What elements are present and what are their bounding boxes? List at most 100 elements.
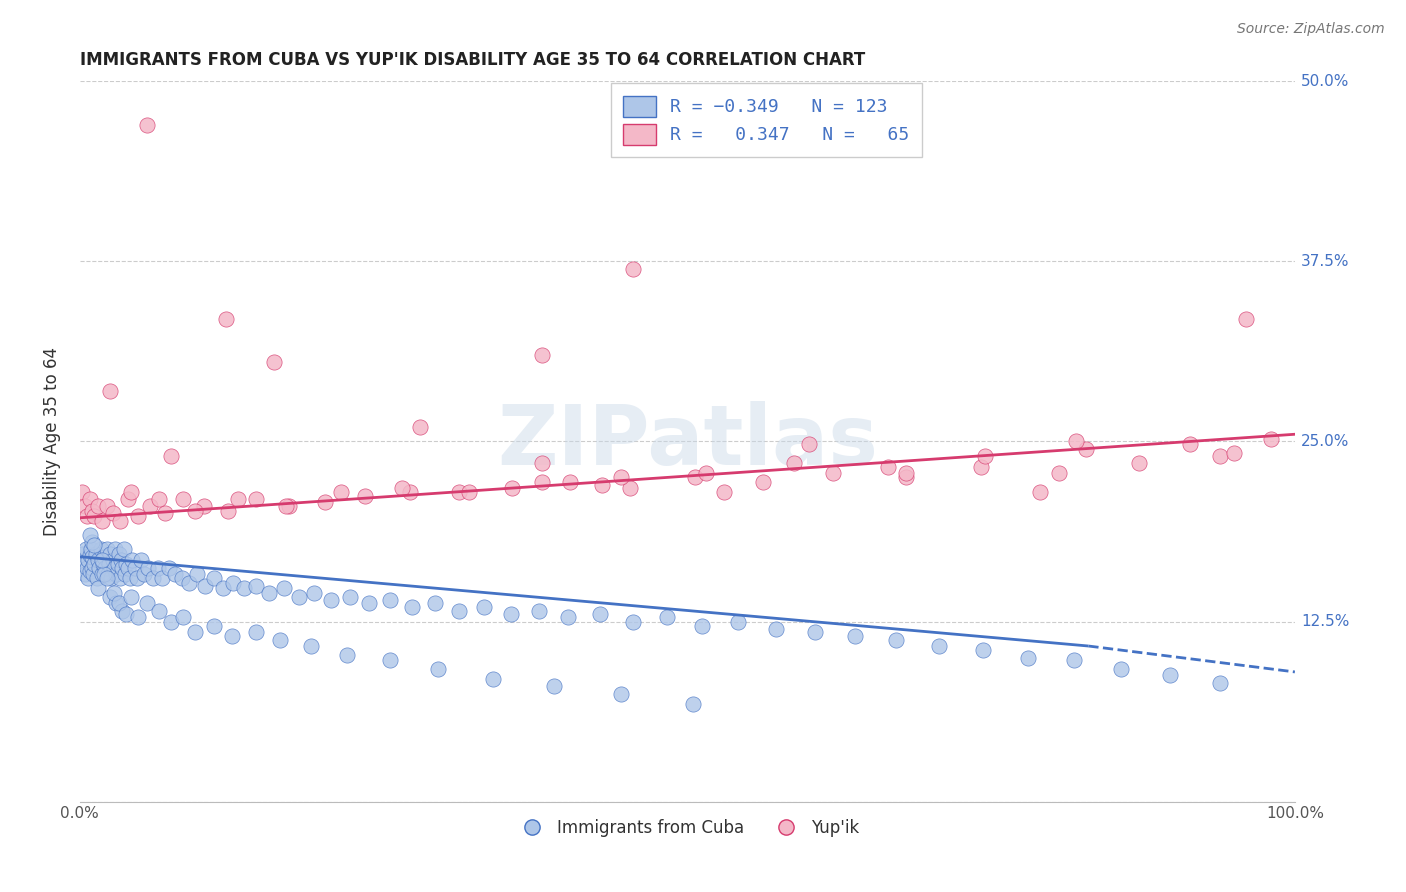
Point [321, 593, 343, 607]
Point [87, 500, 110, 514]
Point [105, 596, 128, 610]
Text: 12.5%: 12.5% [1301, 614, 1350, 629]
Point [160, 449, 183, 463]
Point [87, 582, 110, 596]
Point [530, 475, 553, 489]
Point [153, 507, 176, 521]
Point [101, 552, 124, 566]
Point [75, 542, 97, 557]
Point [304, 585, 326, 599]
Text: 37.5%: 37.5% [1301, 254, 1350, 268]
Point [765, 622, 787, 636]
Point [79, 528, 101, 542]
Point [172, 492, 194, 507]
Point [80, 549, 103, 564]
Point [117, 561, 139, 575]
Text: 50.0%: 50.0% [1301, 74, 1350, 89]
Point [160, 615, 183, 629]
Point [974, 449, 997, 463]
Point [73, 500, 96, 514]
Point [245, 578, 267, 592]
Point [804, 624, 827, 639]
Point [82, 566, 104, 581]
Point [115, 557, 138, 571]
Point [152, 571, 174, 585]
Point [894, 466, 917, 480]
Point [447, 484, 470, 499]
Point [263, 355, 285, 369]
Point [98, 590, 121, 604]
Text: ZIPatlas: ZIPatlas [496, 401, 877, 482]
Point [1017, 650, 1039, 665]
Point [108, 514, 131, 528]
Point [1159, 668, 1181, 682]
Point [98, 547, 121, 561]
Y-axis label: Disability Age 35 to 64: Disability Age 35 to 64 [44, 347, 60, 536]
Point [1028, 484, 1050, 499]
Point [474, 600, 496, 615]
Point [530, 348, 553, 362]
Point [142, 571, 165, 585]
Point [84, 547, 107, 561]
Point [90, 566, 112, 581]
Point [621, 615, 644, 629]
Point [876, 460, 898, 475]
Point [148, 492, 170, 507]
Point [90, 552, 112, 566]
Point [378, 653, 401, 667]
Point [690, 619, 713, 633]
Text: Source: ZipAtlas.com: Source: ZipAtlas.com [1237, 22, 1385, 37]
Point [148, 604, 170, 618]
Point [557, 610, 579, 624]
Point [245, 624, 267, 639]
Point [103, 585, 125, 599]
Point [72, 547, 94, 561]
Point [163, 566, 186, 581]
Point [179, 575, 201, 590]
Point [683, 470, 706, 484]
Point [121, 552, 143, 566]
Point [93, 566, 115, 581]
Point [591, 477, 613, 491]
Point [170, 571, 193, 585]
Point [80, 503, 103, 517]
Point [105, 566, 128, 581]
Point [409, 420, 432, 434]
Point [73, 566, 96, 581]
Point [844, 629, 866, 643]
Point [79, 492, 101, 507]
Text: IMMIGRANTS FROM CUBA VS YUP'IK DISABILITY AGE 35 TO 64 CORRELATION CHART: IMMIGRANTS FROM CUBA VS YUP'IK DISABILIT… [80, 51, 865, 69]
Point [83, 557, 105, 571]
Point [501, 481, 523, 495]
Point [202, 571, 225, 585]
Point [202, 619, 225, 633]
Point [76, 561, 98, 575]
Point [259, 585, 281, 599]
Point [83, 538, 105, 552]
Point [655, 610, 678, 624]
Point [1234, 312, 1257, 326]
Point [287, 590, 309, 604]
Point [129, 552, 152, 566]
Point [226, 492, 249, 507]
Point [184, 503, 207, 517]
Point [107, 547, 129, 561]
Point [527, 604, 550, 618]
Point [273, 582, 295, 596]
Point [111, 561, 134, 575]
Point [146, 561, 169, 575]
Point [401, 600, 423, 615]
Point [1074, 442, 1097, 456]
Point [79, 548, 101, 562]
Point [110, 552, 132, 566]
Point [1208, 676, 1230, 690]
Point [98, 557, 121, 571]
Point [1180, 437, 1202, 451]
Point [120, 590, 142, 604]
Point [894, 470, 917, 484]
Point [72, 557, 94, 571]
Point [80, 542, 103, 557]
Point [1208, 449, 1230, 463]
Point [245, 492, 267, 507]
Point [423, 596, 446, 610]
